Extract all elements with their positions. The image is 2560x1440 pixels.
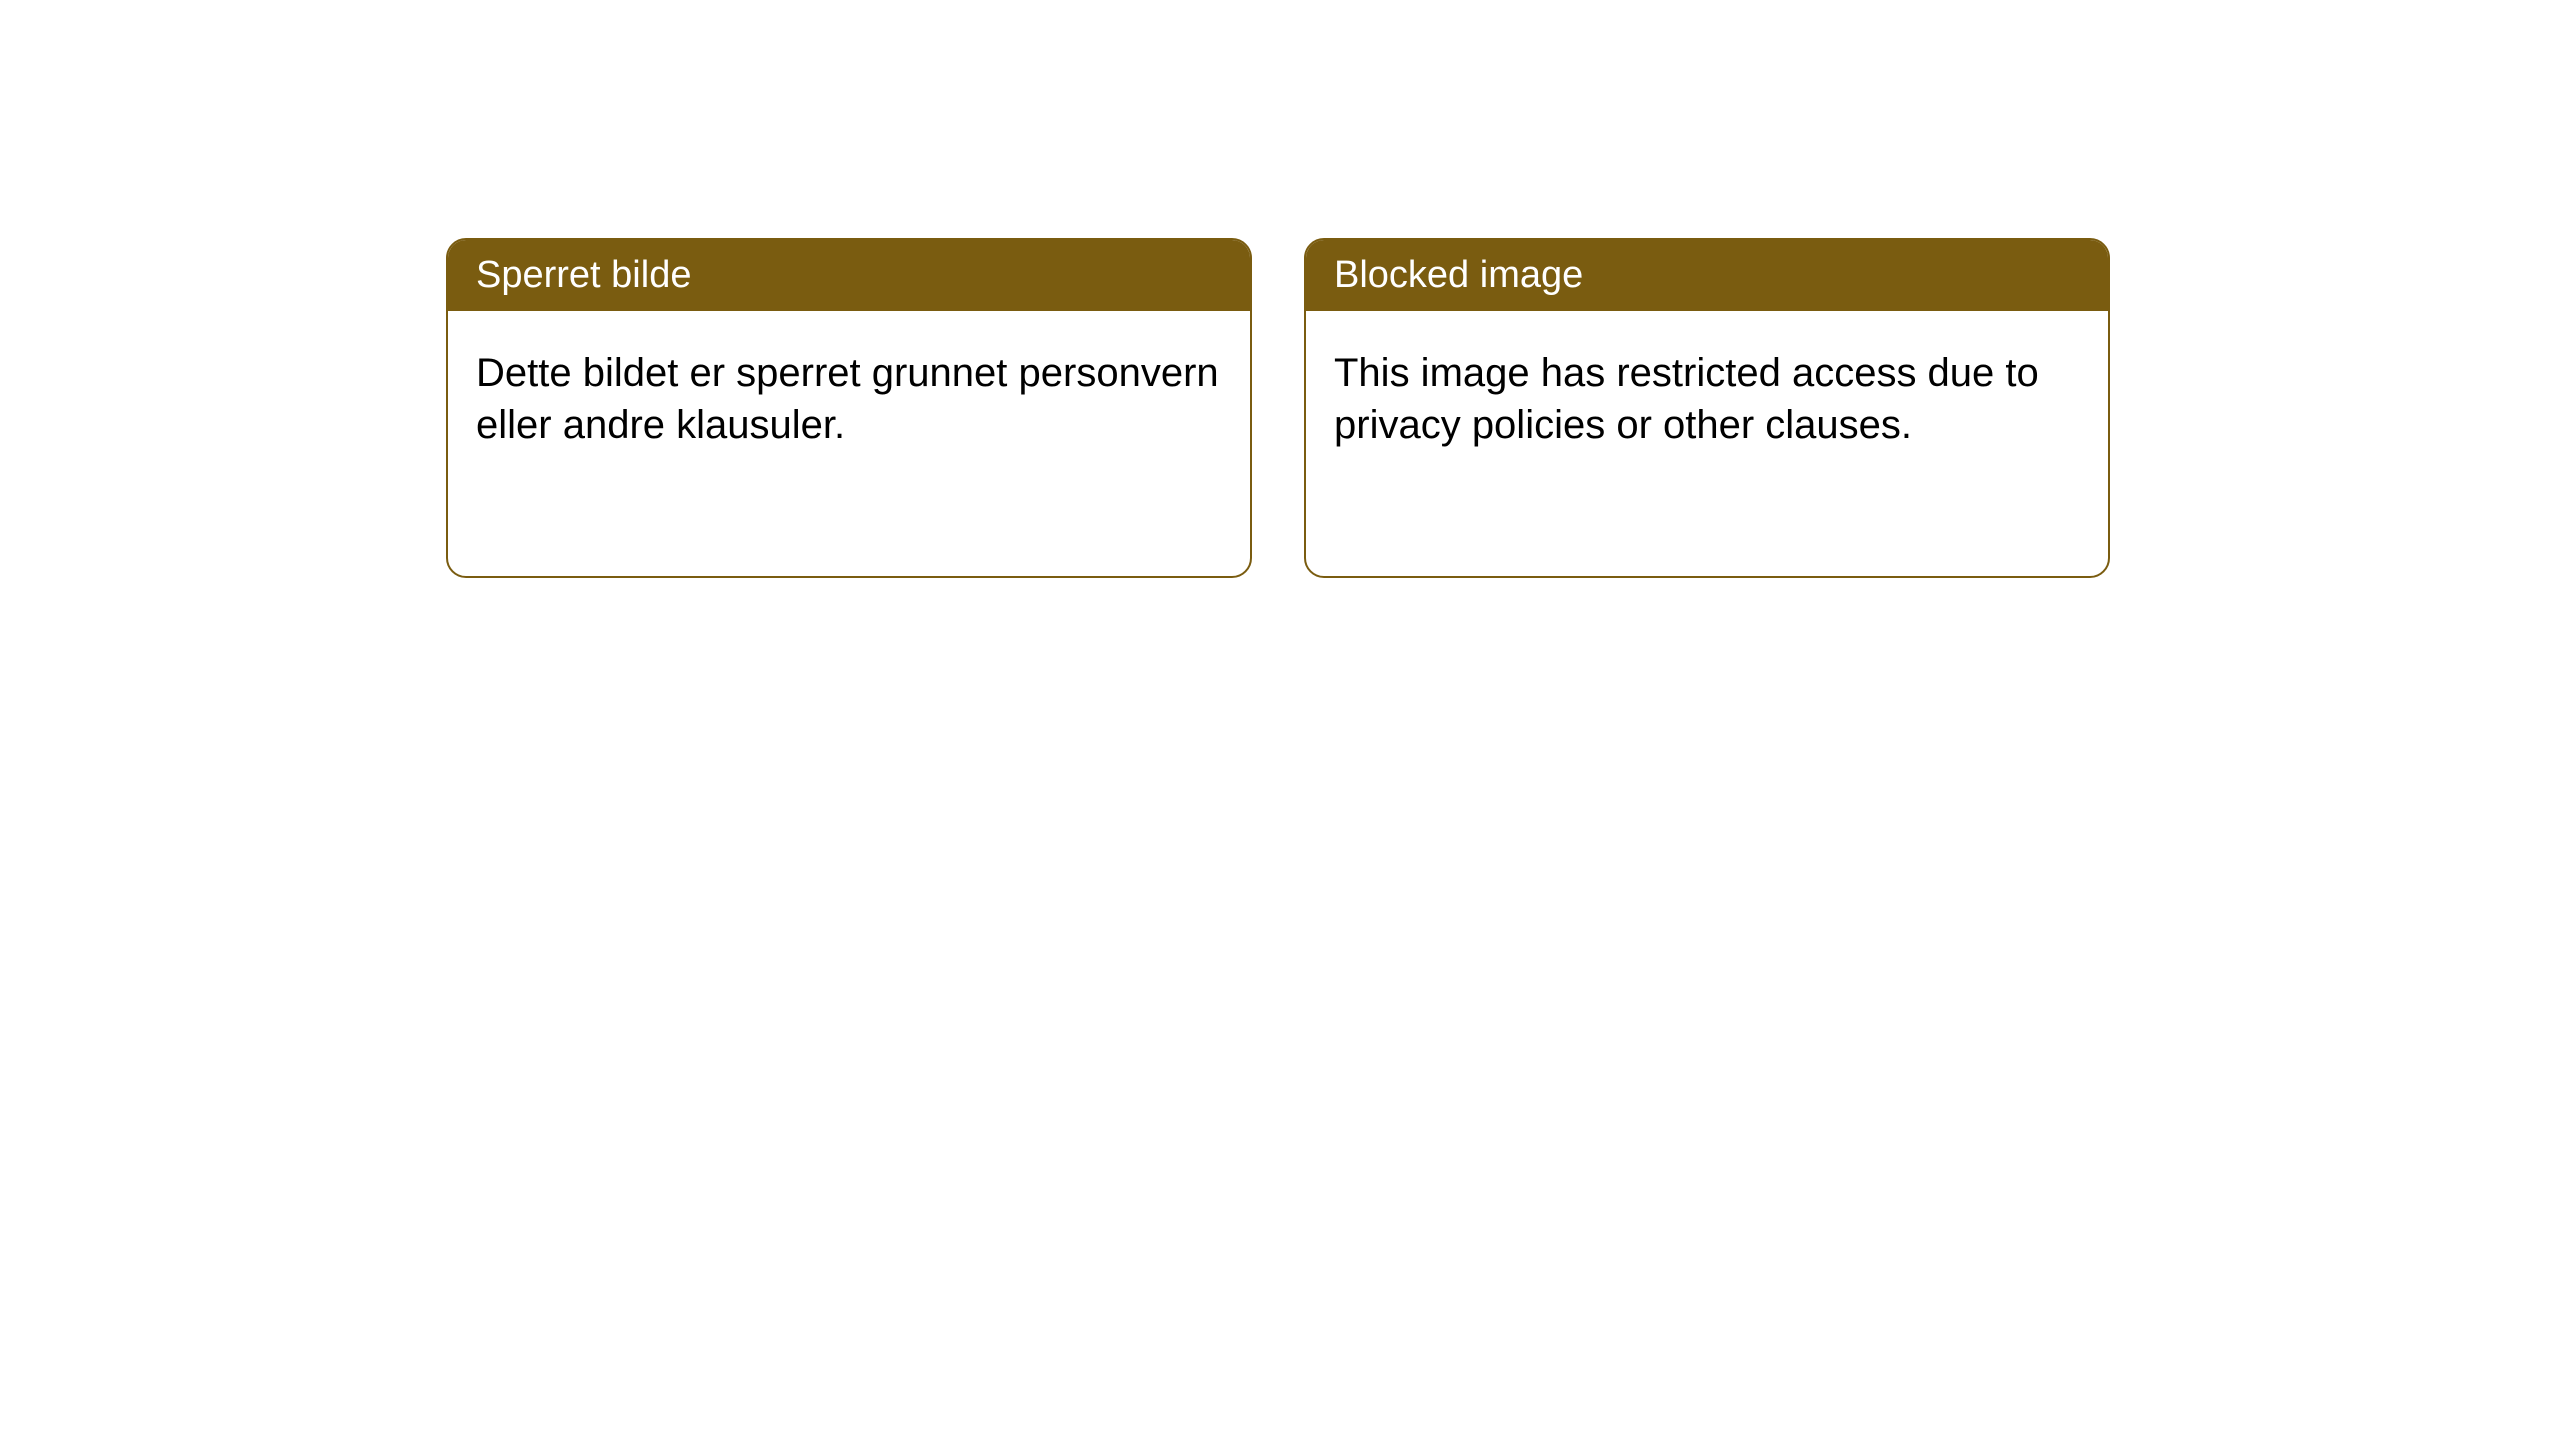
card-body: Dette bildet er sperret grunnet personve… xyxy=(448,311,1250,487)
card-title: Blocked image xyxy=(1334,254,1583,296)
card-body-text: This image has restricted access due to … xyxy=(1334,351,2039,447)
card-title: Sperret bilde xyxy=(476,254,691,296)
info-card-english: Blocked image This image has restricted … xyxy=(1304,238,2110,578)
card-body: This image has restricted access due to … xyxy=(1306,311,2108,487)
card-body-text: Dette bildet er sperret grunnet personve… xyxy=(476,351,1219,447)
card-container: Sperret bilde Dette bildet er sperret gr… xyxy=(0,0,2560,578)
info-card-norwegian: Sperret bilde Dette bildet er sperret gr… xyxy=(446,238,1252,578)
card-header: Blocked image xyxy=(1306,240,2108,311)
card-header: Sperret bilde xyxy=(448,240,1250,311)
